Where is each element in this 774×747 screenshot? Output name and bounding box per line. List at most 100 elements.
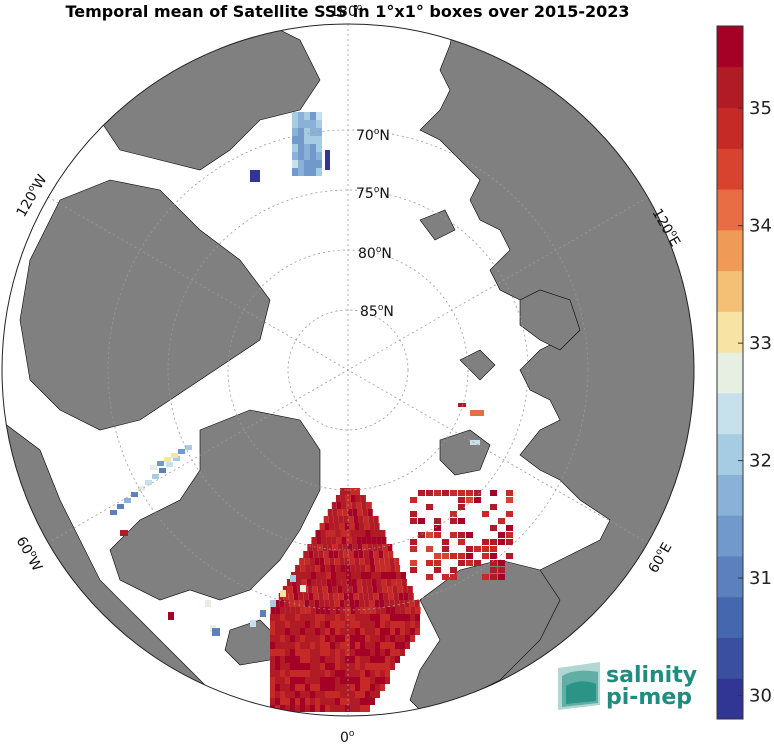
sss-cell [426, 546, 433, 552]
colorbar-segment [717, 392, 743, 435]
sss-cell [355, 628, 360, 635]
sss-cell [371, 537, 377, 544]
sss-cell [305, 663, 310, 670]
sss-cell [303, 593, 309, 600]
sss-cell [330, 565, 336, 572]
sss-cell [299, 558, 305, 565]
sss-cell [295, 635, 300, 642]
sss-cell [285, 621, 290, 628]
sss-cell [308, 551, 314, 558]
land-novaya-zemlya [519, 289, 581, 351]
sss-cell [284, 600, 290, 607]
sss-cell [466, 497, 473, 503]
colorbar-tick-label: 31 [749, 568, 772, 589]
sss-cell [346, 579, 352, 586]
sss-cell [458, 504, 465, 510]
sss-cell [310, 705, 315, 712]
sss-cell [305, 698, 310, 705]
sss-cell [385, 649, 390, 656]
sss-cell [299, 600, 305, 607]
sss-cell [298, 593, 304, 600]
sss-cell [305, 691, 310, 698]
sss-cell [350, 614, 355, 621]
sss-cell [339, 600, 345, 607]
sss-cell [314, 558, 320, 565]
sss-cell [294, 600, 300, 607]
sss-cell [498, 560, 505, 566]
sss-cell [292, 120, 298, 128]
sss-cell [355, 705, 360, 712]
sss-cell [325, 150, 330, 170]
sss-cell [320, 565, 326, 572]
sss-cell [382, 586, 388, 593]
sss-cell [349, 523, 355, 530]
sss-cell [370, 607, 376, 614]
sss-cell [360, 621, 365, 628]
colorbar-segment [717, 270, 743, 312]
sss-cell [331, 579, 337, 586]
sss-cell [458, 518, 465, 524]
sss-cell [400, 628, 405, 635]
sss-cell [370, 656, 375, 663]
sss-cell [442, 574, 449, 580]
sss-cell [331, 537, 337, 544]
sss-cell [300, 614, 305, 621]
sss-cell [285, 705, 290, 712]
sss-cell [138, 486, 145, 491]
sss-cell [404, 600, 410, 607]
sss-cell [340, 607, 346, 614]
sss-cell [458, 497, 465, 503]
sss-cell [360, 649, 365, 656]
sss-cell [280, 621, 285, 628]
sss-cell [290, 656, 295, 663]
sss-cell [414, 600, 420, 607]
sss-cell [298, 136, 304, 144]
sss-cell [450, 574, 457, 580]
sss-cell [395, 607, 401, 614]
sss-cell [365, 621, 370, 628]
sss-cell [274, 600, 280, 607]
sss-cell [344, 558, 350, 565]
sss-cell [304, 168, 310, 176]
sss-cell [490, 574, 497, 580]
sss-cell [311, 572, 316, 579]
sss-cell [335, 677, 340, 684]
sss-cell [360, 677, 365, 684]
sss-cell [373, 516, 379, 523]
sss-cell [275, 677, 280, 684]
sss-cell [335, 614, 340, 621]
sss-cell [320, 621, 325, 628]
sss-cell [401, 579, 407, 586]
sss-cell [292, 586, 298, 593]
sss-cell [275, 649, 280, 656]
sss-cell [350, 656, 355, 663]
sss-cell [315, 663, 320, 670]
sss-cell [316, 152, 322, 160]
sss-cell [370, 698, 375, 705]
sss-cell [330, 663, 335, 670]
sss-cell [340, 656, 345, 663]
colorbar-tick-label: 33 [749, 333, 772, 354]
sss-cell [346, 572, 351, 579]
sss-cell [355, 488, 360, 495]
sss-cell [312, 544, 318, 551]
sss-cell [383, 593, 389, 600]
sss-cell [270, 677, 275, 684]
sss-cell [340, 684, 345, 691]
sss-cell [466, 560, 473, 566]
sss-cell [482, 511, 489, 517]
sss-cell [365, 635, 370, 642]
sss-cell [350, 635, 355, 642]
sss-cell [345, 495, 351, 502]
sss-cell [334, 600, 340, 607]
sss-cell [365, 698, 370, 705]
sss-cell [335, 691, 340, 698]
sss-cell [350, 691, 355, 698]
sss-cell [350, 642, 355, 649]
sss-cell [458, 403, 466, 407]
sss-cell [320, 607, 326, 614]
sss-cell [310, 698, 315, 705]
sss-cell [300, 656, 305, 663]
sss-cell [318, 551, 324, 558]
sss-cell [290, 628, 295, 635]
